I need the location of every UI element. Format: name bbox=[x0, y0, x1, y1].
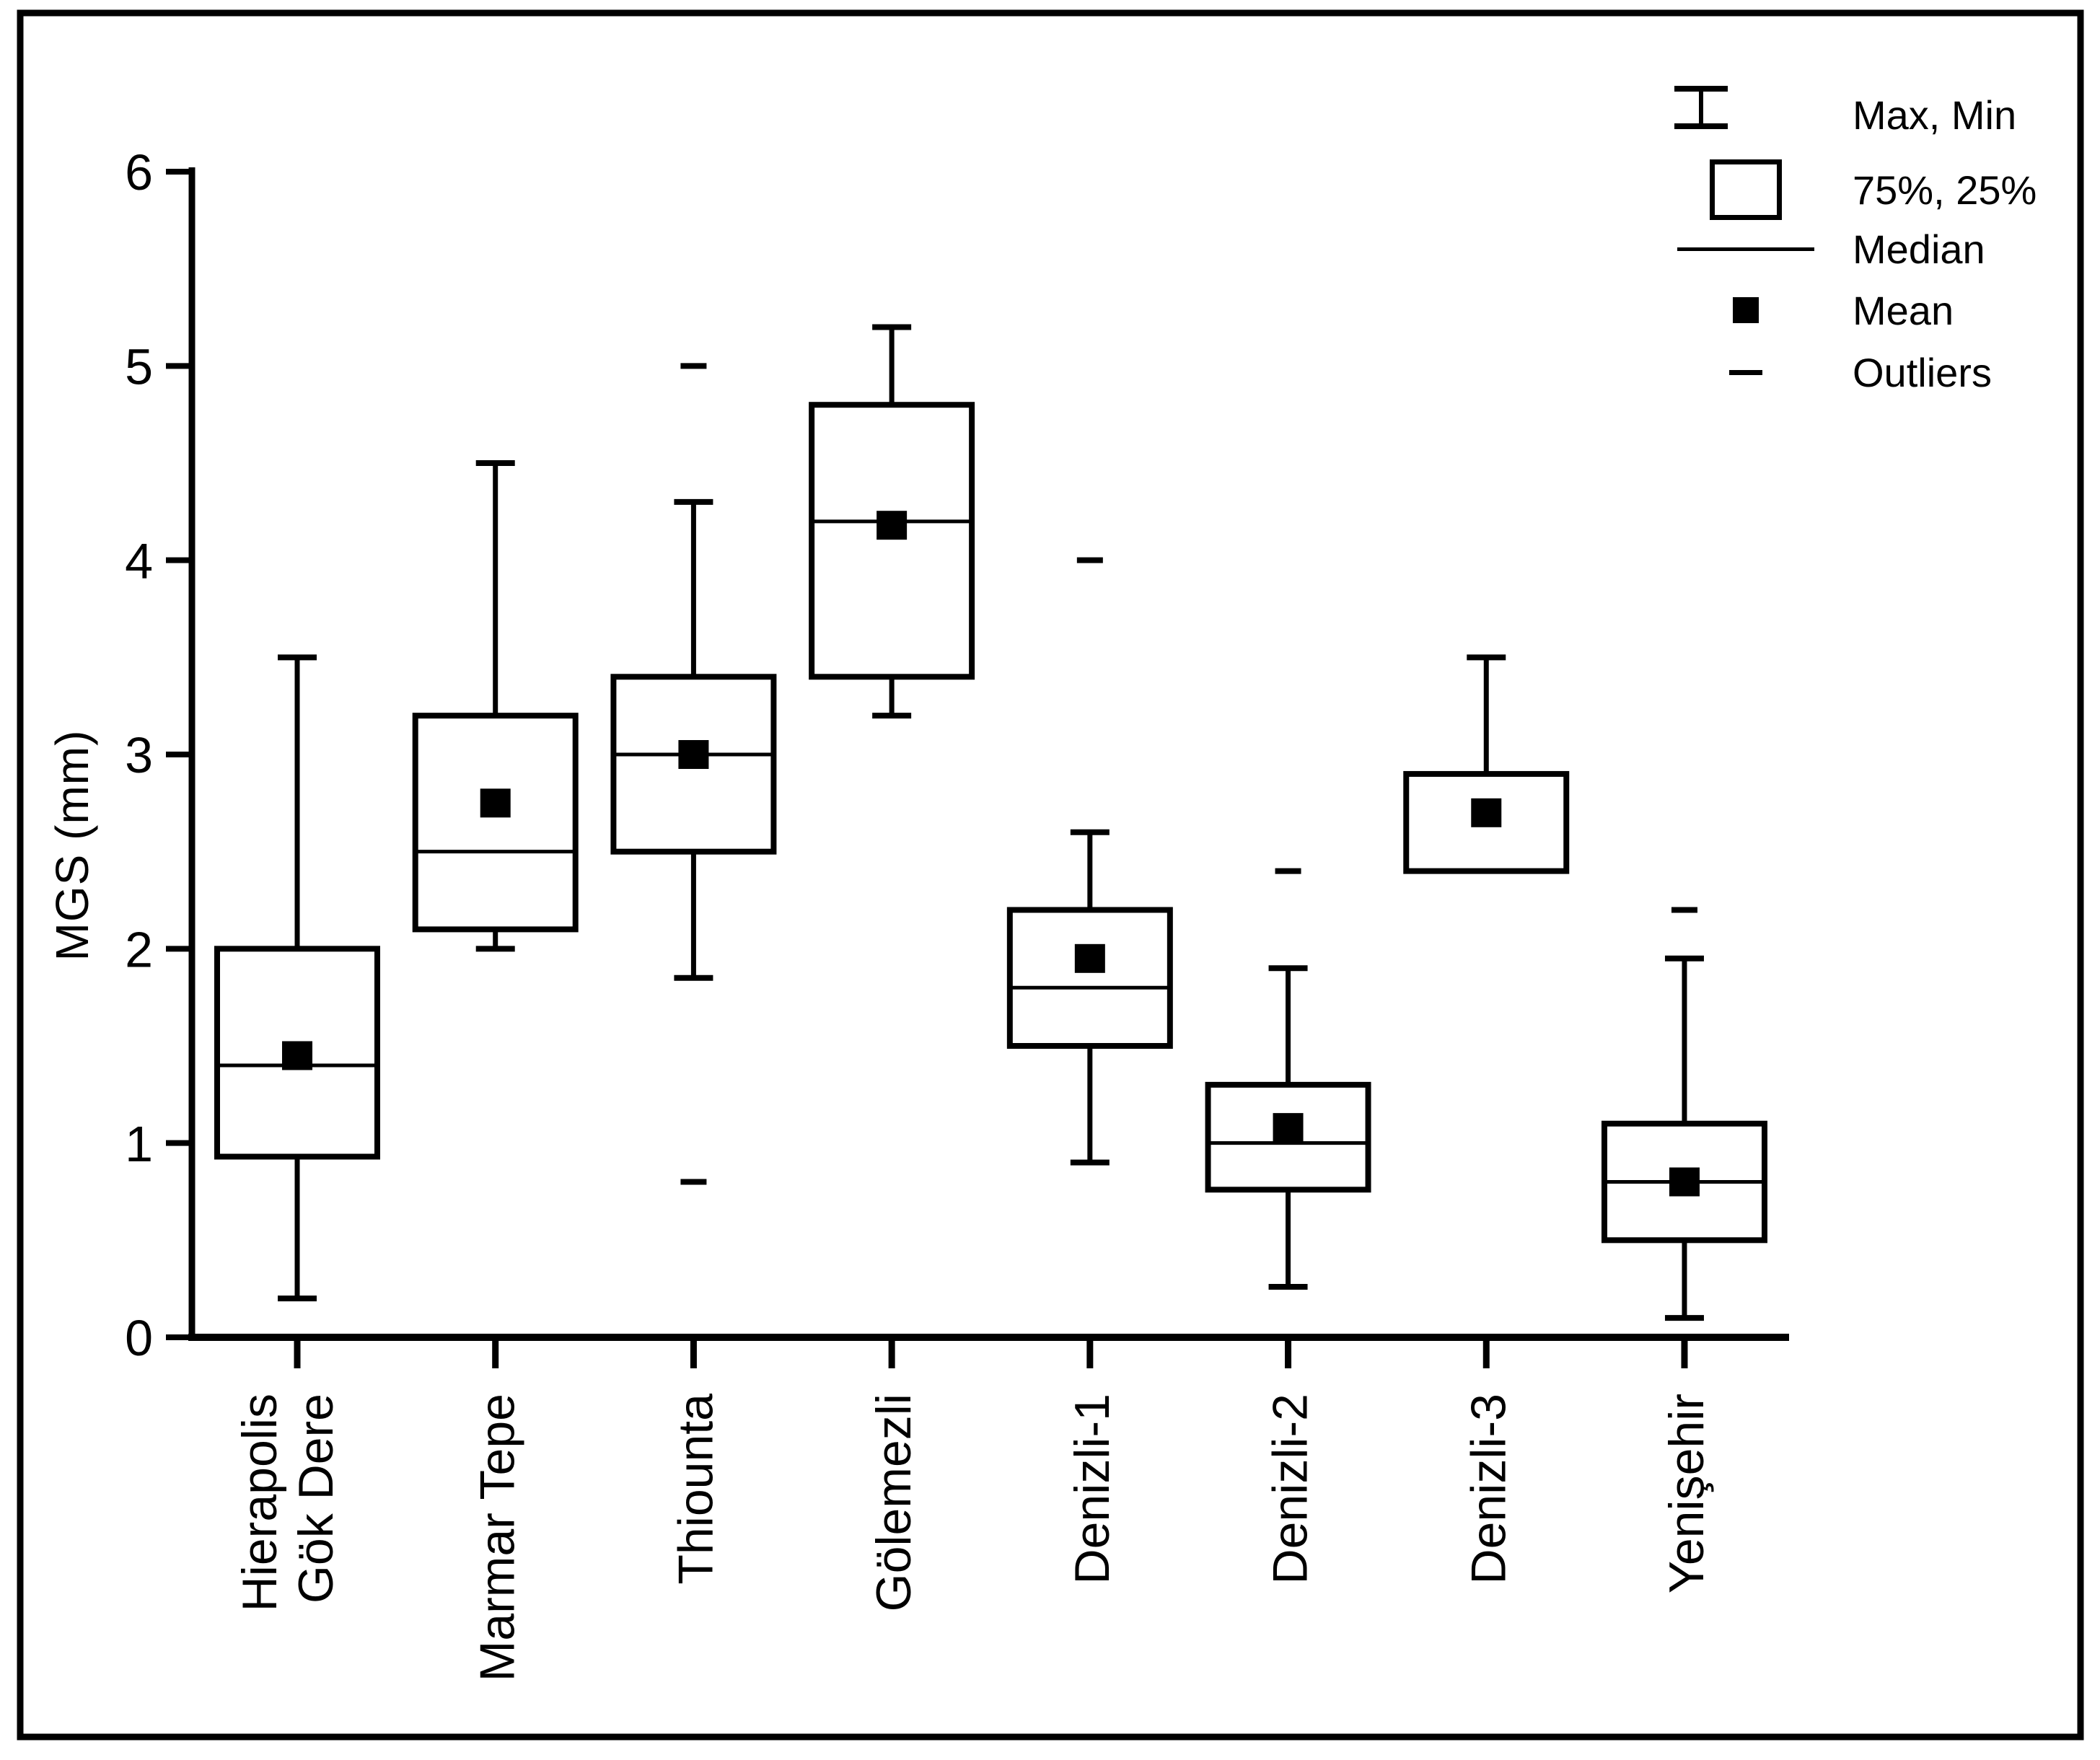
x-category-label-yeni-ehir: Yenişehir bbox=[1659, 1394, 1714, 1593]
legend-label: Outliers bbox=[1853, 349, 1992, 395]
x-category-label-hierapolis-g-k-dere: Gök Dere bbox=[289, 1394, 343, 1603]
box-marmar-tepe bbox=[412, 713, 579, 933]
mean-thiounta bbox=[678, 740, 709, 770]
legend-item-mean: Mean bbox=[1674, 281, 1954, 340]
y-tick-label: 3 bbox=[125, 727, 153, 783]
legend-label: Max, Min bbox=[1853, 92, 2017, 138]
mean-denizli-2 bbox=[1273, 1113, 1304, 1143]
x-category-label-thiounta: Thiounta bbox=[668, 1394, 723, 1585]
mean-marmar-tepe bbox=[480, 788, 511, 818]
y-tick-label: 2 bbox=[125, 922, 153, 978]
x-category-label-denizli-2: Denizli-2 bbox=[1263, 1394, 1318, 1585]
box-denizli-1 bbox=[1006, 907, 1173, 1050]
figure-border bbox=[17, 9, 2084, 1741]
x-category-label-denizli-1: Denizli-1 bbox=[1065, 1394, 1120, 1585]
x-category-label-denizli-3: Denizli-3 bbox=[1461, 1394, 1516, 1585]
legend-label: 75%, 25% bbox=[1853, 167, 2037, 213]
mean-g-lemezli bbox=[877, 511, 908, 540]
mean-yeni-ehir bbox=[1669, 1167, 1700, 1197]
mean-denizli-3 bbox=[1471, 798, 1502, 827]
box-g-lemezli bbox=[809, 402, 975, 680]
y-tick-label: 4 bbox=[125, 533, 153, 589]
median-line-icon bbox=[1674, 247, 1818, 251]
x-category-label-g-lemezli: Gölemezli bbox=[866, 1394, 921, 1611]
y-tick-label: 0 bbox=[125, 1310, 153, 1366]
legend-item-75-25: 75%, 25% bbox=[1674, 159, 2037, 220]
box-75-25-icon bbox=[1674, 159, 1818, 220]
legend-label: Median bbox=[1853, 226, 1985, 272]
mean-square-icon bbox=[1674, 297, 1818, 323]
y-axis-title: MGS (mm) bbox=[46, 729, 98, 962]
outlier-dash-icon bbox=[1674, 369, 1818, 375]
legend-item-median: Median bbox=[1674, 219, 1985, 278]
legend-label: Mean bbox=[1853, 287, 1954, 333]
legend-item-max-min: Max, Min bbox=[1674, 85, 2016, 144]
legend-item-outliers: Outliers bbox=[1674, 343, 1992, 402]
x-category-label-marmar-tepe: Marmar Tepe bbox=[470, 1394, 525, 1681]
x-category-label-hierapolis-g-k-dere: Hierapolis bbox=[232, 1394, 287, 1611]
mean-denizli-1 bbox=[1074, 943, 1105, 973]
y-tick-label: 5 bbox=[125, 339, 153, 395]
y-tick-label: 6 bbox=[125, 144, 153, 201]
mean-hierapolis-g-k-dere bbox=[282, 1041, 312, 1070]
y-tick-label: 1 bbox=[125, 1116, 153, 1172]
